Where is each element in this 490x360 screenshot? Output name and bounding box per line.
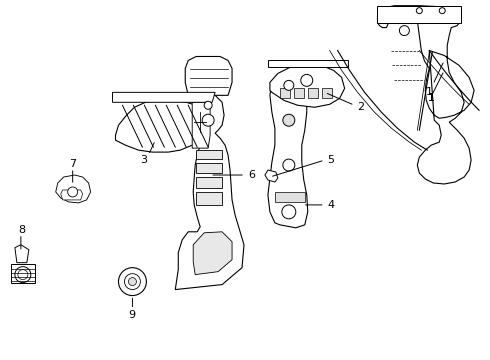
Text: 3: 3 [141,155,147,165]
Circle shape [15,267,31,283]
Text: 1: 1 [426,63,443,97]
Text: 4: 4 [328,200,335,210]
Polygon shape [308,88,318,98]
Text: 6: 6 [248,170,255,180]
Polygon shape [196,177,222,188]
Polygon shape [322,88,332,98]
Polygon shape [113,92,215,102]
Polygon shape [268,60,347,67]
Polygon shape [196,150,222,159]
Polygon shape [196,192,222,205]
Polygon shape [294,88,304,98]
Polygon shape [377,6,461,23]
Circle shape [124,274,141,289]
Polygon shape [280,88,290,98]
Text: 5: 5 [328,155,335,165]
Polygon shape [377,6,474,184]
Circle shape [416,8,422,14]
Circle shape [18,270,28,280]
Polygon shape [15,245,29,263]
Text: 8: 8 [18,225,25,235]
Circle shape [301,75,313,86]
Polygon shape [56,175,91,203]
Text: 1: 1 [428,93,435,103]
Circle shape [439,8,445,14]
Polygon shape [11,264,35,283]
Polygon shape [185,57,232,95]
Polygon shape [192,102,210,148]
Circle shape [284,80,294,90]
Circle shape [68,187,77,197]
Polygon shape [265,170,278,182]
Polygon shape [268,72,308,228]
Circle shape [399,26,409,36]
Text: 2: 2 [358,102,365,112]
Polygon shape [193,232,232,275]
Polygon shape [116,100,205,152]
Circle shape [202,114,214,126]
Circle shape [128,278,136,285]
Polygon shape [175,92,244,289]
Polygon shape [196,163,222,173]
Text: 7: 7 [69,159,76,169]
Polygon shape [270,64,344,107]
Text: 9: 9 [128,310,136,320]
Circle shape [282,205,296,219]
Text: 1: 1 [428,93,435,103]
Circle shape [283,159,295,171]
Polygon shape [275,192,305,202]
Circle shape [283,114,295,126]
Circle shape [204,101,212,109]
Polygon shape [61,190,83,200]
Circle shape [119,268,147,296]
